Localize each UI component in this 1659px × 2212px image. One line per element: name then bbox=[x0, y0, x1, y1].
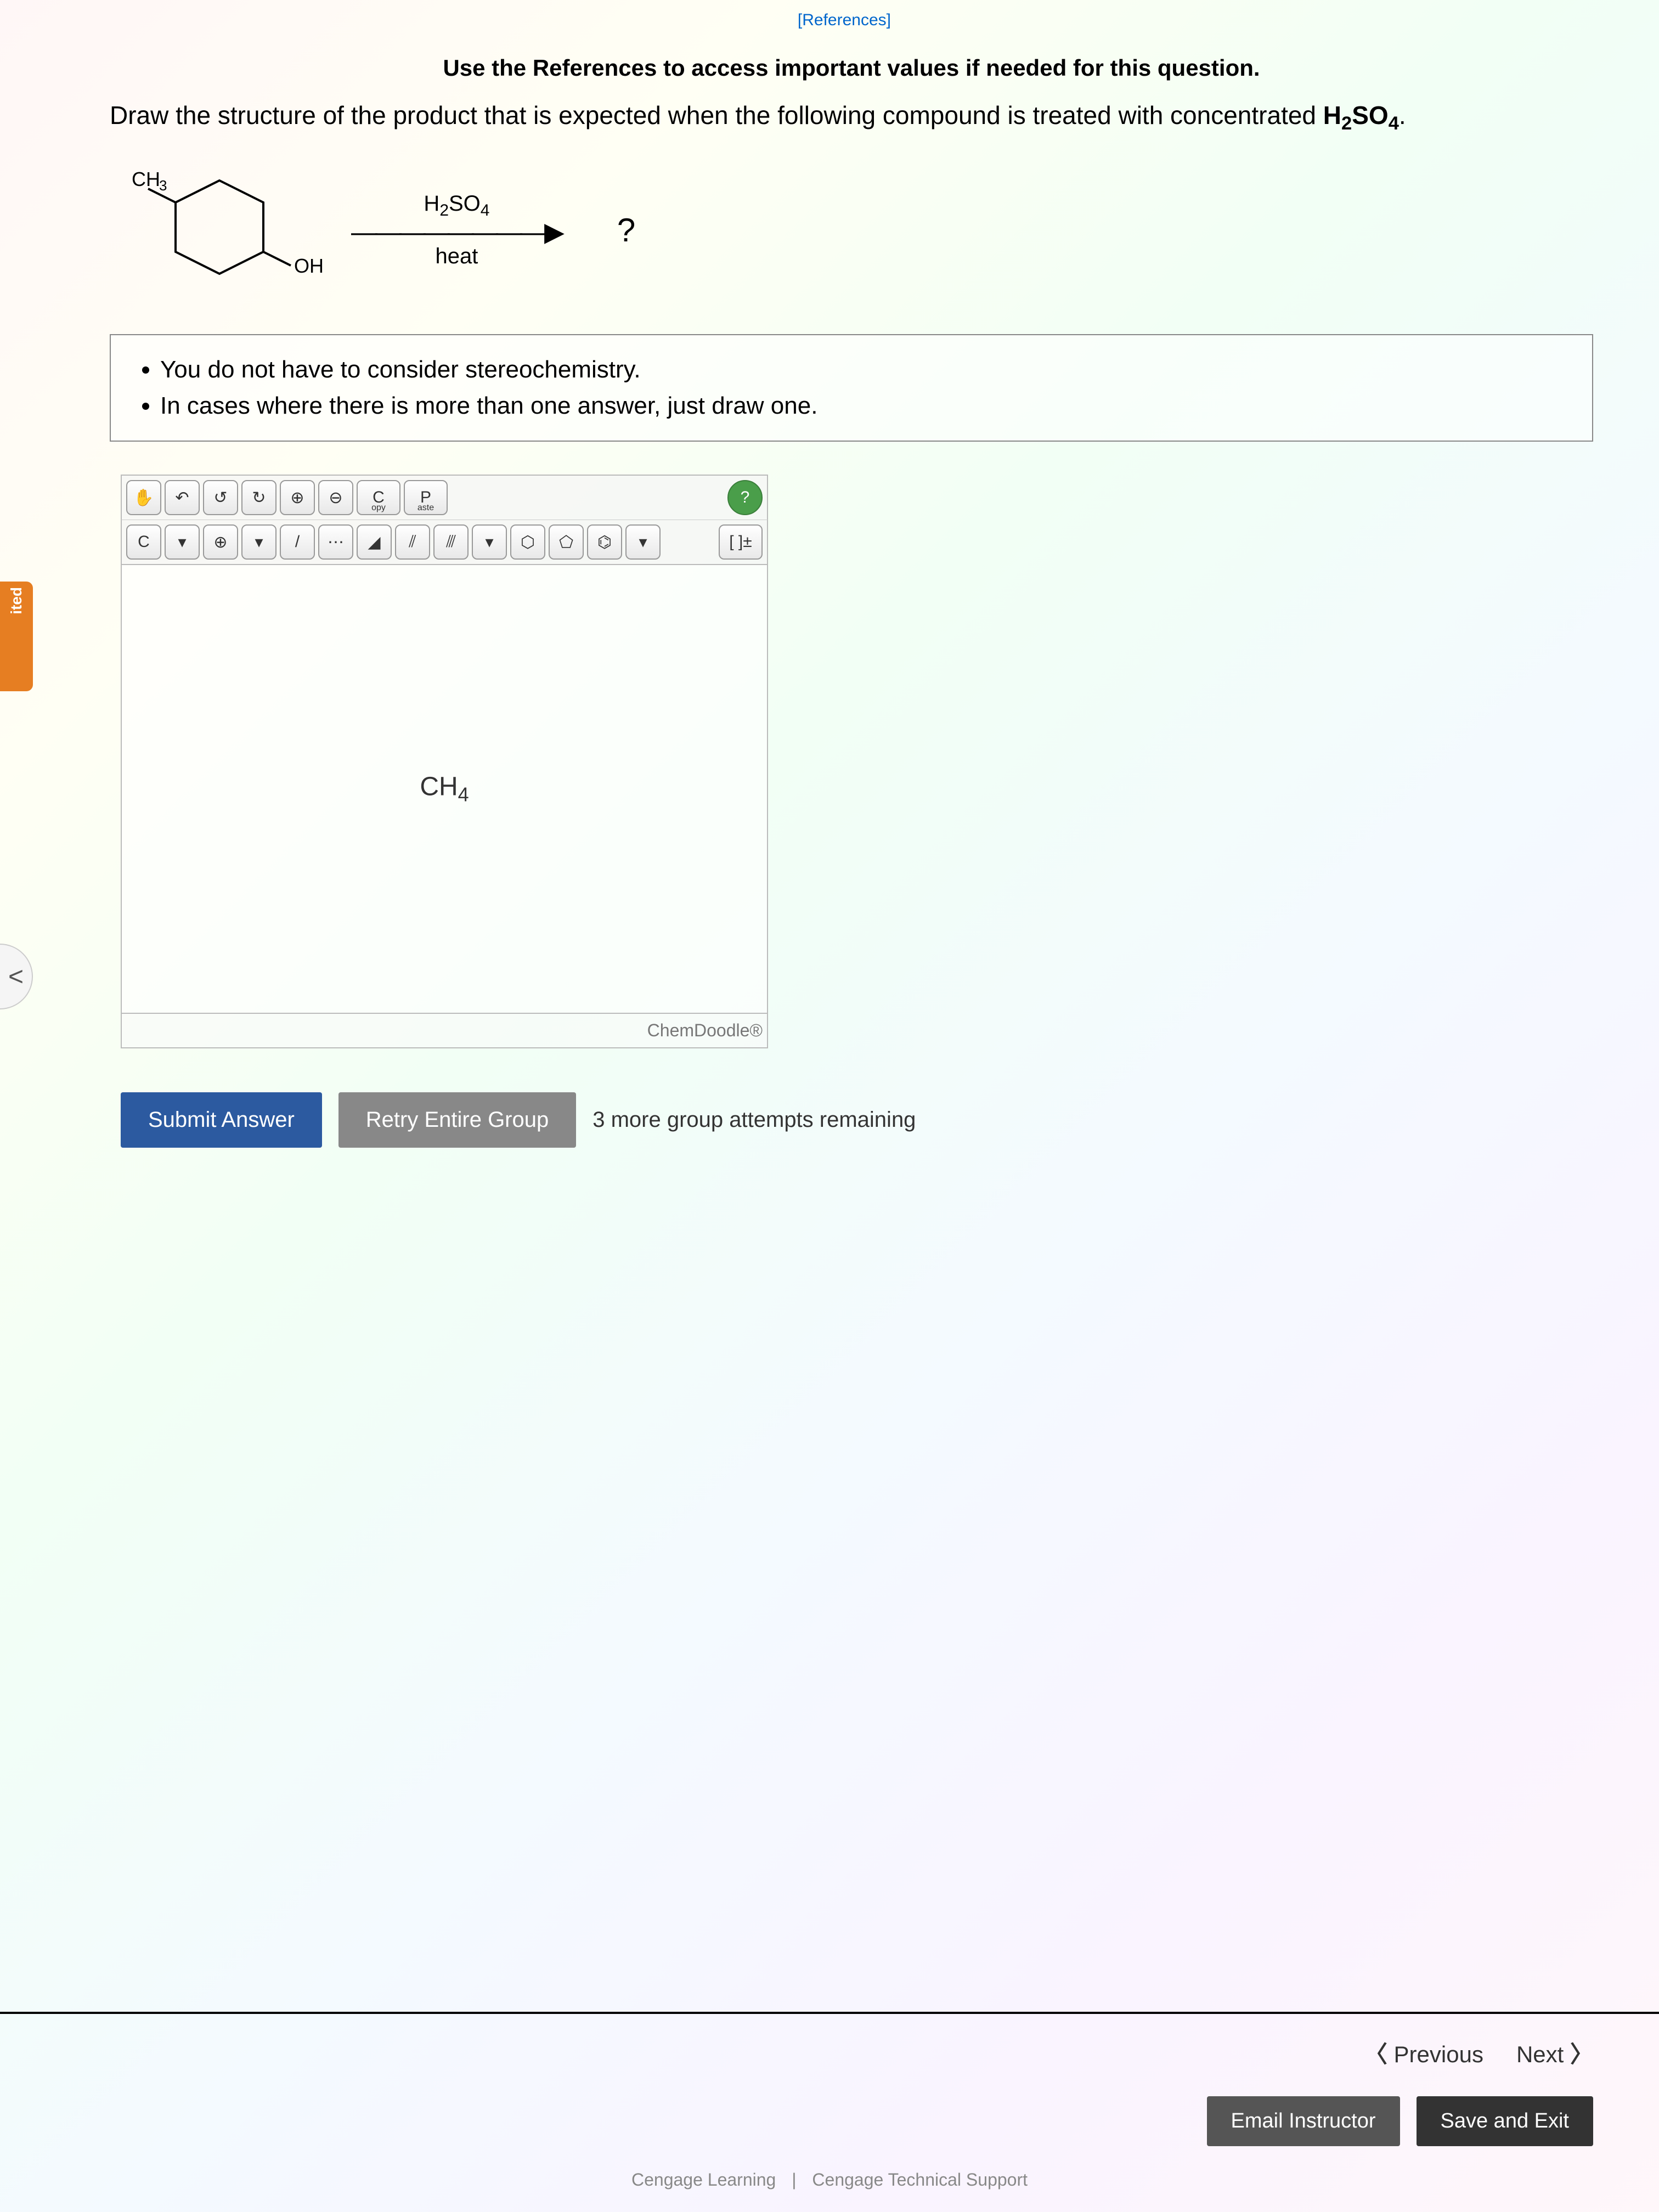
ch3-label: CH bbox=[132, 168, 160, 190]
reaction-arrow: H2SO4 ————————▶ heat bbox=[351, 191, 562, 269]
zoom-in-button[interactable]: ⊕ bbox=[280, 480, 315, 515]
footer-actions: Email Instructor Save and Exit bbox=[0, 2096, 1659, 2146]
pentagon-ring-tool[interactable]: ⬠ bbox=[549, 524, 584, 560]
help-button[interactable]: ? bbox=[727, 480, 763, 515]
ch3-sub: 3 bbox=[159, 177, 167, 194]
nav-bar: 〈 Previous Next 〉 bbox=[0, 2012, 1659, 2091]
ring-dropdown[interactable]: ▾ bbox=[625, 524, 661, 560]
paste-button[interactable]: P aste bbox=[404, 480, 448, 515]
toolbar-row-2: C ▾ ⊕ ▾ / ⋯ ◢ ⫽ ⫻ ▾ ⬡ ⬠ ⌬ ▾ [ ]± bbox=[121, 520, 768, 564]
next-link[interactable]: Next 〉 bbox=[1516, 2036, 1593, 2069]
attempts-remaining: 3 more group attempts remaining bbox=[592, 1108, 916, 1132]
arrow-condition: heat bbox=[436, 244, 478, 269]
paste-sublabel: aste bbox=[417, 503, 434, 513]
references-link[interactable]: [References] bbox=[798, 11, 891, 30]
separator: | bbox=[792, 2170, 796, 2190]
charge-dropdown[interactable]: ▾ bbox=[241, 524, 276, 560]
email-instructor-button[interactable]: Email Instructor bbox=[1207, 2096, 1400, 2146]
dashed-bond-tool[interactable]: ⋯ bbox=[318, 524, 353, 560]
previous-link[interactable]: 〈 Previous bbox=[1364, 2036, 1483, 2069]
arrow-reagent: H2SO4 bbox=[424, 191, 489, 220]
tech-support-link[interactable]: Cengage Technical Support bbox=[812, 2170, 1028, 2190]
previous-label: Previous bbox=[1394, 2041, 1483, 2067]
single-bond-tool[interactable]: / bbox=[280, 524, 315, 560]
instruction-item: You do not have to consider stereochemis… bbox=[160, 352, 1570, 388]
hash-bond-tool[interactable]: ⫽ bbox=[395, 524, 430, 560]
prompt-suffix: . bbox=[1399, 101, 1406, 129]
instruction-item: In cases where there is more than one an… bbox=[160, 388, 1570, 424]
save-exit-button[interactable]: Save and Exit bbox=[1417, 2096, 1593, 2146]
wavy-bond-tool[interactable]: ⫻ bbox=[433, 524, 469, 560]
canvas-placeholder: CH4 bbox=[420, 772, 469, 806]
action-row: Submit Answer Retry Entire Group 3 more … bbox=[121, 1092, 1593, 1148]
toolbar-row-1: ✋ ↶ ↺ ↻ ⊕ ⊖ C opy P aste ? bbox=[121, 475, 768, 520]
oh-label: OH bbox=[294, 255, 324, 277]
copy-button[interactable]: C opy bbox=[357, 480, 400, 515]
structure-editor: ✋ ↶ ↺ ↻ ⊕ ⊖ C opy P aste ? C ▾ ⊕ ▾ / ⋯ ◢… bbox=[121, 475, 768, 1048]
instruction-box: You do not have to consider stereochemis… bbox=[110, 334, 1593, 442]
bond-dropdown[interactable]: ▾ bbox=[472, 524, 507, 560]
next-label: Next bbox=[1516, 2041, 1564, 2067]
reactant-structure: CH 3 OH bbox=[132, 159, 329, 301]
retry-group-button[interactable]: Retry Entire Group bbox=[338, 1092, 576, 1148]
bracket-charge-tool[interactable]: [ ]± bbox=[719, 524, 763, 560]
chevron-right-icon: 〉 bbox=[1570, 2041, 1593, 2067]
prompt-prefix: Draw the structure of the product that i… bbox=[110, 101, 1323, 129]
chemdoodle-brand: ChemDoodle® bbox=[121, 1014, 768, 1048]
hand-tool[interactable]: ✋ bbox=[126, 480, 161, 515]
wedge-bond-tool[interactable]: ◢ bbox=[357, 524, 392, 560]
reaction-scheme: CH 3 OH H2SO4 ————————▶ heat ? bbox=[132, 159, 1593, 301]
charge-tool[interactable]: ⊕ bbox=[203, 524, 238, 560]
clear-button[interactable]: ↻ bbox=[241, 480, 276, 515]
benzene-ring-tool[interactable]: ⌬ bbox=[587, 524, 622, 560]
footer-credits: Cengage Learning | Cengage Technical Sup… bbox=[0, 2170, 1659, 2190]
arrow-icon: ————————▶ bbox=[351, 217, 562, 247]
references-instruction: Use the References to access important v… bbox=[110, 55, 1593, 81]
hexagon-ring-tool[interactable]: ⬡ bbox=[510, 524, 545, 560]
chevron-left-icon: 〈 bbox=[1364, 2041, 1387, 2067]
element-dropdown[interactable]: ▾ bbox=[165, 524, 200, 560]
copy-sublabel: opy bbox=[371, 503, 386, 513]
drawing-canvas[interactable]: CH4 bbox=[121, 564, 768, 1014]
undo-button[interactable]: ↶ bbox=[165, 480, 200, 515]
element-picker[interactable]: C bbox=[126, 524, 161, 560]
cengage-learning-link[interactable]: Cengage Learning bbox=[631, 2170, 776, 2190]
redo-button[interactable]: ↺ bbox=[203, 480, 238, 515]
submit-answer-button[interactable]: Submit Answer bbox=[121, 1092, 322, 1148]
zoom-out-button[interactable]: ⊖ bbox=[318, 480, 353, 515]
question-prompt: Draw the structure of the product that i… bbox=[110, 98, 1593, 137]
product-placeholder: ? bbox=[617, 211, 635, 249]
